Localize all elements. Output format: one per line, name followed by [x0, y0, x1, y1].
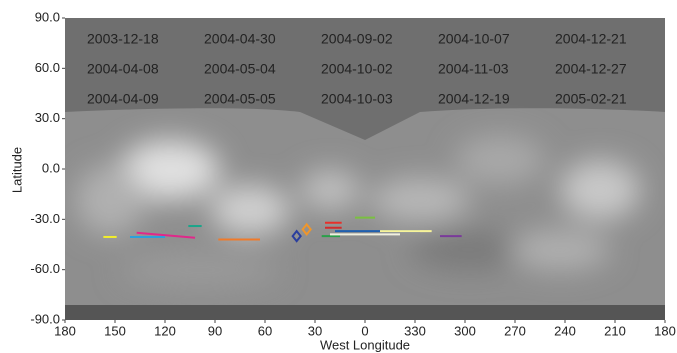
x-tick-label: 180: [54, 323, 76, 338]
legend-entry: 2004-04-09: [87, 91, 159, 107]
x-axis-label: West Longitude: [320, 337, 410, 352]
y-tick-label: 0.0: [42, 160, 60, 175]
legend-entry: 2004-04-08: [87, 61, 159, 77]
legend-entry: 2004-10-03: [321, 91, 393, 107]
y-tick-label: -60.0: [30, 261, 60, 276]
y-tick-label: -30.0: [30, 211, 60, 226]
x-tick-label: 30: [308, 323, 322, 338]
legend-entry: 2004-10-02: [321, 61, 393, 77]
chart: Latitude West Longitude -90.0-60.0-30.00…: [0, 0, 677, 353]
legend-entry: 2004-09-02: [321, 31, 393, 47]
x-tick-label: 270: [504, 323, 526, 338]
legend-entry: 2004-11-03: [438, 61, 509, 77]
y-tick-label: 30.0: [35, 110, 60, 125]
x-tick-label: 120: [154, 323, 176, 338]
legend-entry: 2005-02-21: [555, 91, 627, 107]
y-axis-label: Latitude: [9, 147, 24, 193]
x-tick-label: 300: [454, 323, 476, 338]
legend-entry: 2004-05-04: [204, 61, 276, 77]
legend-entry: 2004-05-05: [204, 91, 276, 107]
x-tick-label: 90: [208, 323, 222, 338]
x-tick-label: 210: [604, 323, 626, 338]
legend-entry: 2004-12-19: [438, 91, 510, 107]
y-tick-label: 90.0: [35, 9, 60, 24]
x-tick-label: 60: [258, 323, 272, 338]
page: {"chart_data": {"type": "line", "xlabel"…: [0, 0, 677, 353]
x-tick-label: 150: [104, 323, 126, 338]
legend-entry: 2004-10-07: [438, 31, 510, 47]
x-tick-label: 180: [654, 323, 676, 338]
y-tick-label: 60.0: [35, 60, 60, 75]
legend-entry: 2004-12-27: [555, 61, 627, 77]
x-tick-label: 0: [361, 323, 368, 338]
legend-entry: 2003-12-18: [87, 31, 159, 47]
x-tick-label: 240: [554, 323, 576, 338]
legend-entry: 2004-12-21: [555, 31, 627, 47]
x-tick-label: 330: [404, 323, 426, 338]
legend-entry: 2004-04-30: [204, 31, 276, 47]
